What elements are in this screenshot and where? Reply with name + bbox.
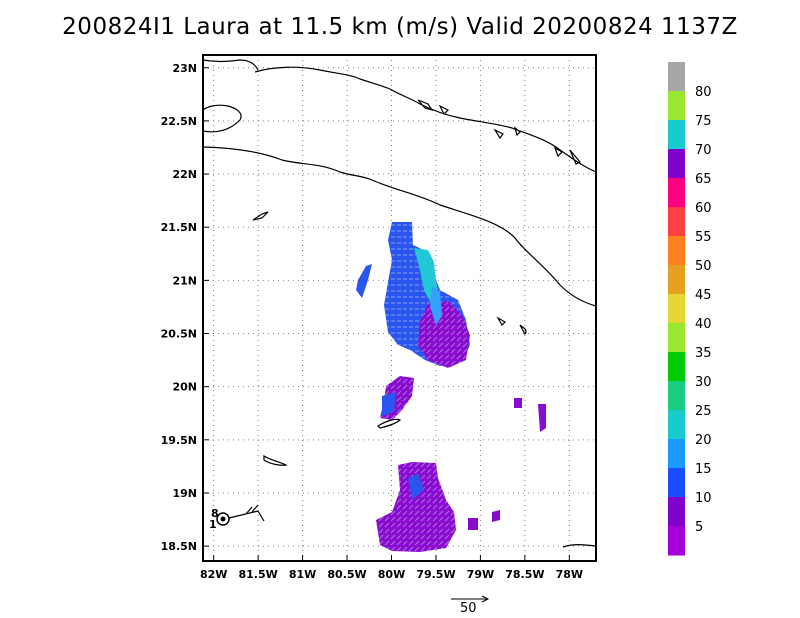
latitude-labels: 23N 22.5N 22N 21.5N 21N 20.5N 20N 19.5N 19N 18.5N (161, 62, 209, 553)
storm-center-symbol: 8 1 (209, 504, 265, 531)
isle-small (252, 211, 269, 221)
lat-label: 19.5N (161, 434, 197, 447)
key-1 (417, 99, 434, 112)
lon-label: 78W (556, 568, 583, 581)
colorbar-swatch (668, 178, 685, 208)
colorbar-label: 70 (695, 143, 712, 158)
colorbar-label: 55 (695, 230, 712, 245)
colorbar-label: 45 (695, 288, 712, 303)
map-frame (202, 54, 597, 562)
colorbar-swatch (668, 91, 685, 121)
colorbar-swatch (668, 294, 685, 324)
colorbar-swatch (668, 323, 685, 353)
colorbar-swatch (668, 120, 685, 150)
lat-label: 21N (172, 274, 197, 287)
wind-region-south-right (468, 518, 478, 530)
colorbar: 80 75 70 65 60 55 50 45 40 35 30 25 20 15 10 5 (668, 62, 712, 556)
key-3 (493, 128, 504, 140)
wind-region-south (376, 462, 456, 552)
lat-label: 21.5N (161, 221, 197, 234)
key-6 (569, 149, 581, 165)
jardines-1 (496, 316, 506, 326)
colorbar-label: 15 (695, 462, 712, 477)
key-4 (513, 126, 521, 137)
wind-field (356, 222, 546, 552)
reef-1 (377, 418, 402, 429)
cuba-north-coast (203, 146, 596, 307)
lon-label: 78.5W (505, 568, 544, 581)
lon-label: 81W (289, 568, 316, 581)
reef-2 (562, 544, 596, 548)
colorbar-label: 60 (695, 201, 712, 216)
storm-label-top: 8 (211, 507, 219, 520)
coastlines (203, 59, 596, 548)
colorbar-label: 35 (695, 346, 712, 361)
wind-region-south-far (492, 510, 500, 522)
colorbar-swatch (668, 207, 685, 237)
lon-label: 79.5W (416, 568, 455, 581)
lon-label: 79W (467, 568, 494, 581)
upper-left-coast (203, 59, 259, 71)
chart-title: 200824I1 Laura at 11.5 km (m/s) Valid 20… (62, 14, 738, 40)
lon-label: 82W (200, 568, 227, 581)
wind-region-east-small (538, 404, 546, 432)
lat-label: 19N (172, 487, 197, 500)
lat-label: 23N (172, 62, 197, 75)
lat-label: 22.5N (161, 115, 197, 128)
colorbar-swatch (668, 439, 685, 469)
reference-vector: 50 (451, 595, 490, 616)
colorbar-swatch (668, 497, 685, 527)
lon-label: 81.5W (238, 568, 277, 581)
map-grid (203, 55, 596, 561)
wind-region-sky (430, 286, 442, 325)
colorbar-swatch (668, 236, 685, 266)
wind-region-north-purple (418, 300, 470, 368)
colorbar-label: 40 (695, 317, 712, 332)
reference-vector-label: 50 (460, 601, 477, 616)
colorbar-label: 65 (695, 172, 712, 187)
colorbar-label: 10 (695, 491, 712, 506)
lon-label: 80W (378, 568, 405, 581)
wind-region-west-patch (356, 264, 372, 298)
colorbar-label: 80 (695, 85, 712, 100)
colorbar-label: 20 (695, 433, 712, 448)
colorbar-swatch (668, 149, 685, 179)
colorbar-swatch (668, 62, 685, 92)
wind-region-south-blue (408, 474, 424, 500)
colorbar-label: 30 (695, 375, 712, 390)
lat-label: 18.5N (161, 540, 197, 553)
wind-region-east-dot (514, 398, 522, 408)
colorbar-swatch (668, 265, 685, 295)
key-5 (553, 146, 563, 158)
colorbar-label: 5 (695, 520, 703, 535)
colorbar-swatch (668, 410, 685, 440)
cuba-north-upper (254, 66, 596, 173)
cuba-south-coast (203, 104, 242, 133)
cayman-island (263, 454, 288, 466)
colorbar-swatch (668, 352, 685, 382)
wind-region-middle-blue (382, 392, 396, 416)
lon-label: 80.5W (327, 568, 366, 581)
colorbar-swatch (668, 526, 685, 556)
colorbar-label: 50 (695, 259, 712, 274)
colorbar-swatch (668, 381, 685, 411)
storm-label-bottom: 1 (209, 518, 217, 531)
colorbar-label: 75 (695, 114, 712, 129)
lat-label: 20.5N (161, 328, 197, 341)
longitude-labels: 82W 81.5W 81W 80.5W 80W 79.5W 79W 78.5W 78W (200, 555, 583, 581)
jardines-2 (519, 324, 527, 336)
key-2 (438, 104, 450, 116)
lat-label: 22N (172, 168, 197, 181)
colorbar-label: 25 (695, 404, 712, 419)
colorbar-swatch (668, 468, 685, 498)
lat-label: 20N (172, 381, 197, 394)
